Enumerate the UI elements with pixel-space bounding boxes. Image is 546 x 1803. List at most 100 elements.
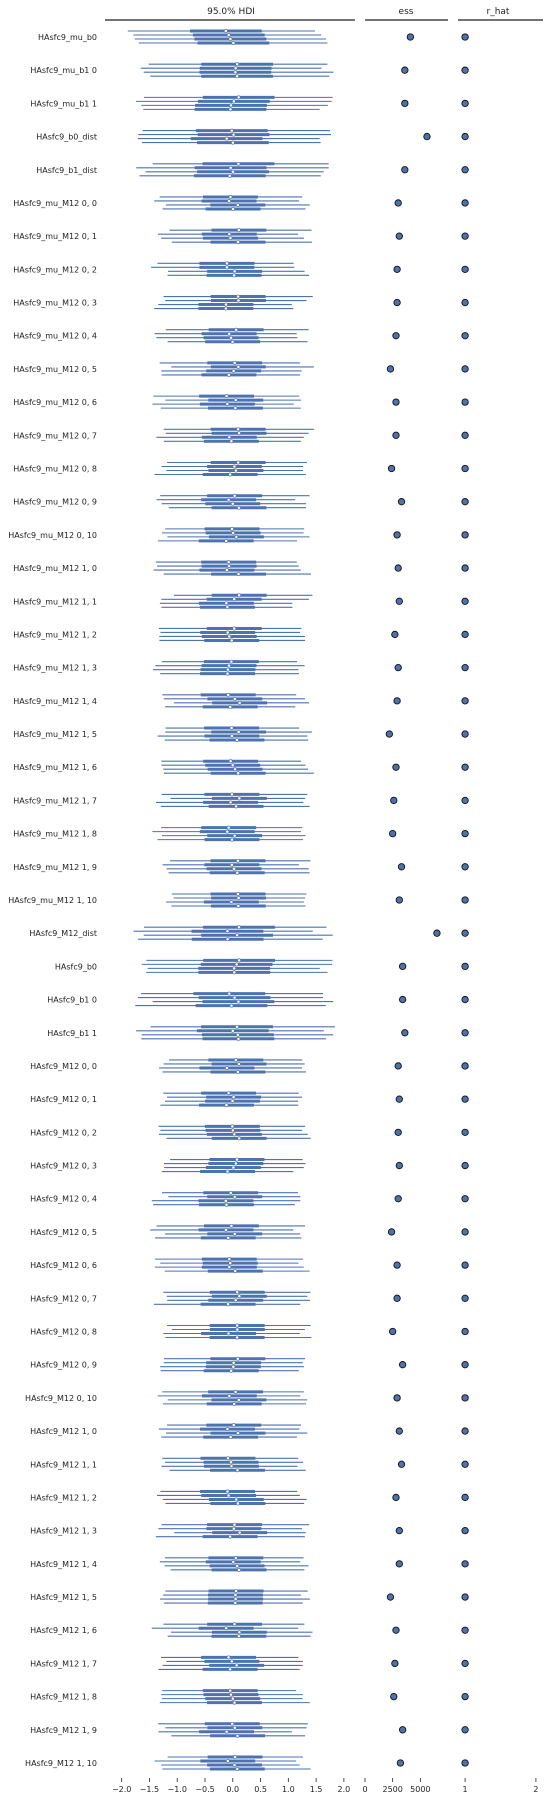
median-point xyxy=(223,306,228,311)
median-point xyxy=(227,331,232,336)
rhat-point xyxy=(461,664,469,672)
median-point xyxy=(229,659,234,664)
median-point xyxy=(226,825,231,830)
rhat-point xyxy=(461,1726,469,1734)
rhat-point xyxy=(461,962,469,971)
median-point xyxy=(235,1335,240,1340)
median-point xyxy=(237,1294,242,1299)
median-point xyxy=(234,327,239,332)
ess-point xyxy=(433,929,441,937)
rhat-point xyxy=(461,365,469,373)
median-point xyxy=(227,232,232,237)
median-point xyxy=(233,70,238,75)
median-point xyxy=(233,1161,238,1166)
median-point xyxy=(224,538,229,543)
rhat-point xyxy=(461,498,469,506)
median-point xyxy=(233,1601,238,1605)
median-point xyxy=(228,236,233,241)
row-label: HAsfc9_mu_M12 1, 10 xyxy=(8,896,97,905)
median-point xyxy=(231,1095,236,1100)
x-tick-label: −1.0 xyxy=(168,1785,187,1794)
median-point xyxy=(236,240,240,245)
median-point xyxy=(231,99,236,104)
median-point xyxy=(236,1634,241,1639)
median-point xyxy=(224,1227,228,1232)
row-label: HAsfc9_M12 1, 7 xyxy=(30,1659,97,1668)
median-point xyxy=(229,1003,234,1008)
ess-point xyxy=(401,166,409,174)
row-label: HAsfc9_mu_M12 1, 7 xyxy=(13,796,97,805)
row-label: HAsfc9_mu_M12 0, 8 xyxy=(13,465,97,474)
rhat-point xyxy=(461,896,469,904)
median-point xyxy=(234,1497,239,1502)
ess-point xyxy=(386,365,395,373)
row-label: HAsfc9_M12 0, 10 xyxy=(25,1394,97,1403)
median-point xyxy=(229,1223,234,1228)
rhat-point xyxy=(461,995,469,1004)
median-point xyxy=(229,1464,234,1469)
median-point xyxy=(231,207,235,211)
median-point xyxy=(227,1393,232,1398)
row-label: HAsfc9_M12 0, 6 xyxy=(30,1261,97,1270)
row-label: HAsfc9_mu_M12 1, 8 xyxy=(13,830,97,839)
median-point xyxy=(235,1468,240,1473)
median-point xyxy=(225,605,230,610)
rhat-point xyxy=(461,1692,469,1701)
median-point xyxy=(229,1659,234,1664)
median-point xyxy=(226,1655,231,1660)
ess-point xyxy=(395,896,403,904)
median-point xyxy=(231,1360,236,1365)
median-point xyxy=(233,1597,238,1601)
ess-point xyxy=(394,1062,402,1070)
median-point xyxy=(236,904,241,908)
row-label: HAsfc9_M12 0, 8 xyxy=(30,1328,97,1337)
median-point xyxy=(227,1265,232,1270)
row-label: HAsfc9_M12 1, 0 xyxy=(30,1427,97,1436)
median-point xyxy=(225,1759,230,1763)
median-point xyxy=(225,1169,230,1174)
ess-point xyxy=(391,630,399,639)
median-point xyxy=(228,37,233,41)
ess-point xyxy=(393,265,401,273)
x-tick-label: −2.0 xyxy=(112,1785,131,1794)
median-point xyxy=(236,771,241,776)
ess-point xyxy=(398,1361,407,1369)
median-point xyxy=(231,1364,236,1369)
median-point xyxy=(236,460,241,465)
ess-point xyxy=(389,1327,397,1336)
median-point xyxy=(225,929,230,934)
median-point xyxy=(236,858,240,863)
median-point xyxy=(228,195,233,199)
median-point xyxy=(229,1460,234,1465)
median-point xyxy=(235,933,240,938)
row-label: HAsfc9_M12 1, 9 xyxy=(30,1726,97,1735)
median-point xyxy=(235,1323,240,1328)
median-point xyxy=(233,1058,238,1062)
median-point xyxy=(236,999,241,1004)
x-tick-label: −1.5 xyxy=(140,1785,159,1794)
median-point xyxy=(230,1696,235,1701)
ess-panel-title: ess xyxy=(399,7,414,17)
rhat-point xyxy=(461,199,469,207)
row-label: HAsfc9_mu_M12 1, 9 xyxy=(13,863,97,872)
median-point xyxy=(232,1622,237,1627)
rhat-point xyxy=(461,829,469,838)
median-point xyxy=(231,1165,236,1170)
median-point xyxy=(229,792,234,797)
ess-point xyxy=(395,1560,403,1568)
rhat-point xyxy=(461,730,469,738)
rhat-point xyxy=(461,1593,469,1601)
median-point xyxy=(228,759,233,764)
median-point xyxy=(235,870,240,875)
row-label: HAsfc9_M12 0, 9 xyxy=(30,1361,97,1370)
median-point xyxy=(236,427,241,432)
median-point xyxy=(230,140,235,145)
median-point xyxy=(226,560,231,565)
median-point xyxy=(237,593,242,598)
median-point xyxy=(232,360,237,365)
median-point xyxy=(235,62,240,67)
row-label: HAsfc9_M12 1, 3 xyxy=(30,1527,97,1536)
median-point xyxy=(225,630,230,635)
row-label: HAsfc9_mu_M12 1, 3 xyxy=(13,664,97,673)
row-label: HAsfc9_M12 0, 1 xyxy=(30,1095,97,1104)
